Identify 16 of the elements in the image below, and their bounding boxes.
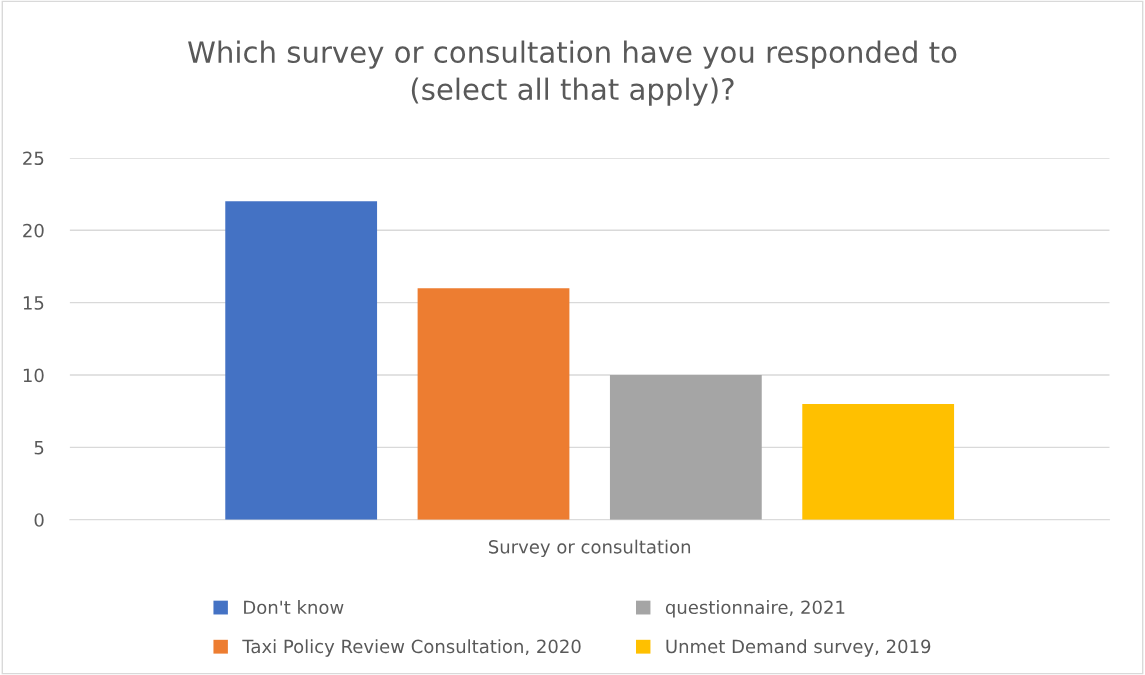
bar [802,403,955,520]
x-tick-label: Survey or consultation [488,539,691,558]
y-tick-label: 20 [23,223,44,238]
y-tick-label: 0 [34,513,44,527]
legend-label: Don't know [244,600,344,615]
bar [609,375,762,520]
legend-label: Unmet Demand survey, 2019 [666,639,931,657]
y-tick-label: 25 [23,151,44,166]
y-tick-label: 15 [23,296,44,310]
y-tick-label: 5 [34,441,44,455]
bar [225,201,378,520]
bar [417,288,570,520]
y-tick-label: 10 [23,368,44,383]
legend-label: questionnaire, 2021 [665,600,845,618]
legend-label: Taxi Policy Review Consultation, 2020 [242,639,581,657]
chart-title: Which survey or consultation have you responded to (select all that apply)? [188,40,957,106]
